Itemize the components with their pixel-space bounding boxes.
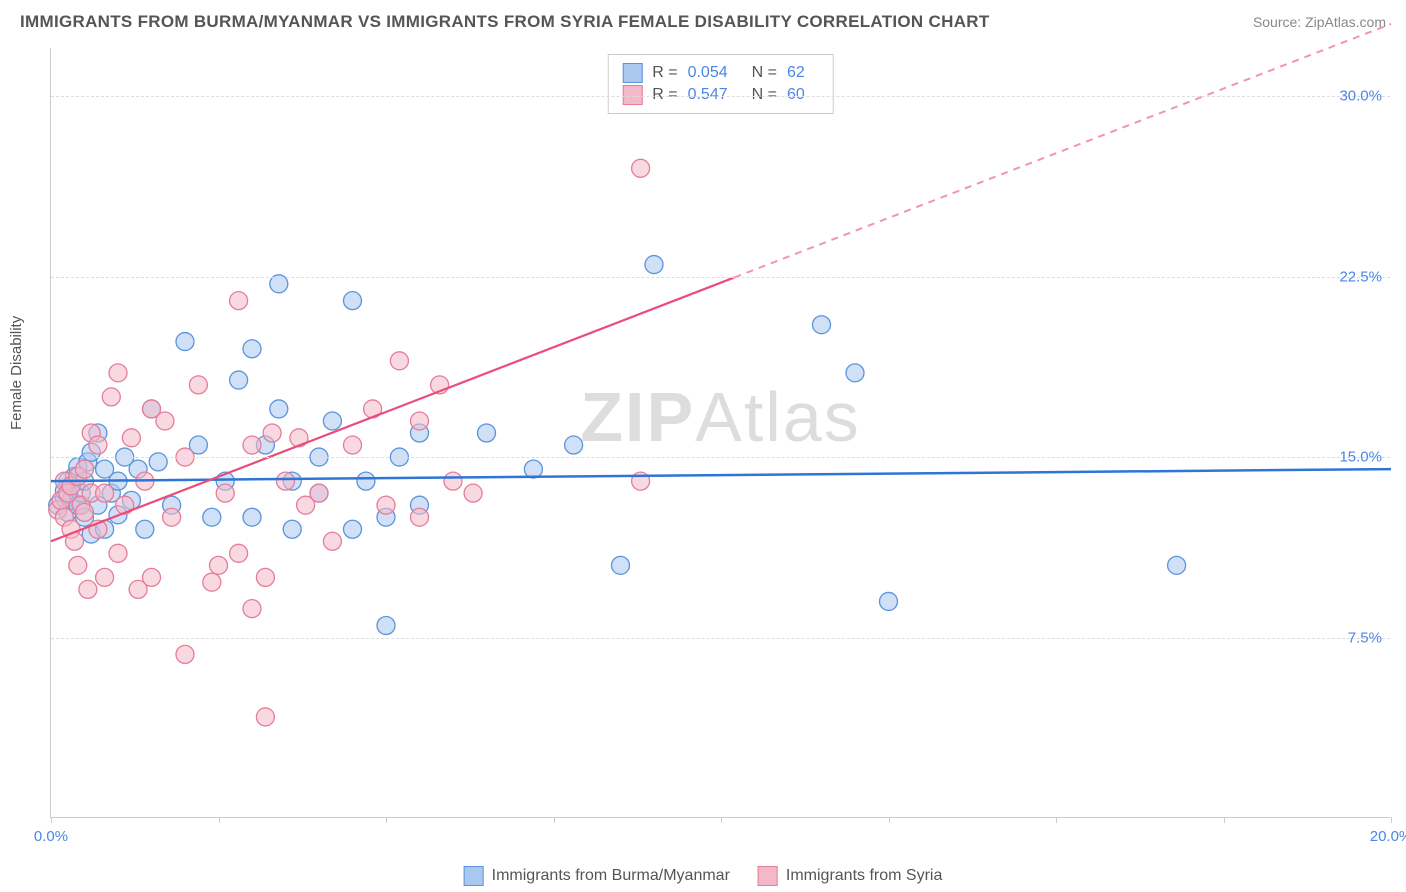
legend-item-burma: Immigrants from Burma/Myanmar: [464, 866, 730, 886]
scatter-point: [96, 484, 114, 502]
scatter-point: [79, 580, 97, 598]
scatter-point: [478, 424, 496, 442]
scatter-point: [69, 556, 87, 574]
scatter-point: [612, 556, 630, 574]
scatter-point: [323, 412, 341, 430]
scatter-point: [390, 352, 408, 370]
scatter-point: [176, 645, 194, 663]
gridline: [51, 96, 1390, 97]
scatter-svg: [51, 48, 1390, 817]
scatter-point: [323, 532, 341, 550]
scatter-point: [76, 503, 94, 521]
trend-line-dashed: [734, 24, 1391, 277]
xtick-label: 0.0%: [34, 828, 68, 845]
xtick: [1391, 817, 1392, 823]
legend-item-syria: Immigrants from Syria: [758, 866, 942, 886]
scatter-point: [89, 436, 107, 454]
scatter-point: [256, 708, 274, 726]
scatter-point: [344, 436, 362, 454]
scatter-point: [344, 292, 362, 310]
gridline: [51, 638, 1390, 639]
xtick: [51, 817, 52, 823]
xtick: [1224, 817, 1225, 823]
scatter-point: [411, 412, 429, 430]
xtick: [889, 817, 890, 823]
scatter-point: [310, 484, 328, 502]
ytick-label: 30.0%: [1339, 88, 1382, 105]
scatter-point: [122, 429, 140, 447]
scatter-point: [210, 556, 228, 574]
xtick: [386, 817, 387, 823]
chart-plot-area: ZIPAtlas R = 0.054 N = 62 R = 0.547 N = …: [50, 48, 1390, 818]
swatch-burma: [464, 866, 484, 886]
scatter-point: [283, 520, 301, 538]
scatter-point: [243, 508, 261, 526]
scatter-point: [444, 472, 462, 490]
gridline: [51, 277, 1390, 278]
xtick: [721, 817, 722, 823]
legend-bottom: Immigrants from Burma/Myanmar Immigrants…: [464, 866, 943, 886]
ytick-label: 22.5%: [1339, 268, 1382, 285]
scatter-point: [176, 333, 194, 351]
scatter-point: [377, 617, 395, 635]
scatter-point: [102, 388, 120, 406]
scatter-point: [464, 484, 482, 502]
ytick-label: 15.0%: [1339, 449, 1382, 466]
ytick-label: 7.5%: [1348, 629, 1382, 646]
scatter-point: [846, 364, 864, 382]
scatter-point: [411, 508, 429, 526]
scatter-point: [1168, 556, 1186, 574]
scatter-point: [565, 436, 583, 454]
scatter-point: [357, 472, 375, 490]
swatch-syria: [758, 866, 778, 886]
scatter-point: [189, 376, 207, 394]
xtick-label: 20.0%: [1370, 828, 1406, 845]
scatter-point: [156, 412, 174, 430]
xtick: [219, 817, 220, 823]
scatter-point: [230, 292, 248, 310]
scatter-point: [880, 592, 898, 610]
scatter-point: [109, 364, 127, 382]
scatter-point: [632, 159, 650, 177]
legend-label-syria: Immigrants from Syria: [786, 867, 942, 885]
scatter-point: [256, 568, 274, 586]
scatter-point: [203, 508, 221, 526]
scatter-point: [203, 573, 221, 591]
scatter-point: [243, 600, 261, 618]
scatter-point: [813, 316, 831, 334]
scatter-point: [143, 568, 161, 586]
scatter-point: [270, 400, 288, 418]
scatter-point: [263, 424, 281, 442]
scatter-point: [243, 436, 261, 454]
scatter-point: [96, 568, 114, 586]
scatter-point: [377, 496, 395, 514]
source-label: Source: ZipAtlas.com: [1253, 14, 1386, 30]
chart-title: IMMIGRANTS FROM BURMA/MYANMAR VS IMMIGRA…: [20, 12, 990, 32]
gridline: [51, 457, 1390, 458]
legend-label-burma: Immigrants from Burma/Myanmar: [492, 867, 730, 885]
scatter-point: [277, 472, 295, 490]
xtick: [1056, 817, 1057, 823]
xtick: [554, 817, 555, 823]
trend-line: [51, 469, 1391, 481]
scatter-point: [136, 520, 154, 538]
scatter-point: [149, 453, 167, 471]
scatter-point: [230, 371, 248, 389]
scatter-point: [216, 484, 234, 502]
scatter-point: [344, 520, 362, 538]
scatter-point: [524, 460, 542, 478]
scatter-point: [230, 544, 248, 562]
scatter-point: [163, 508, 181, 526]
scatter-point: [109, 544, 127, 562]
scatter-point: [243, 340, 261, 358]
scatter-point: [645, 256, 663, 274]
y-axis-label: Female Disability: [8, 316, 25, 430]
scatter-point: [76, 460, 94, 478]
